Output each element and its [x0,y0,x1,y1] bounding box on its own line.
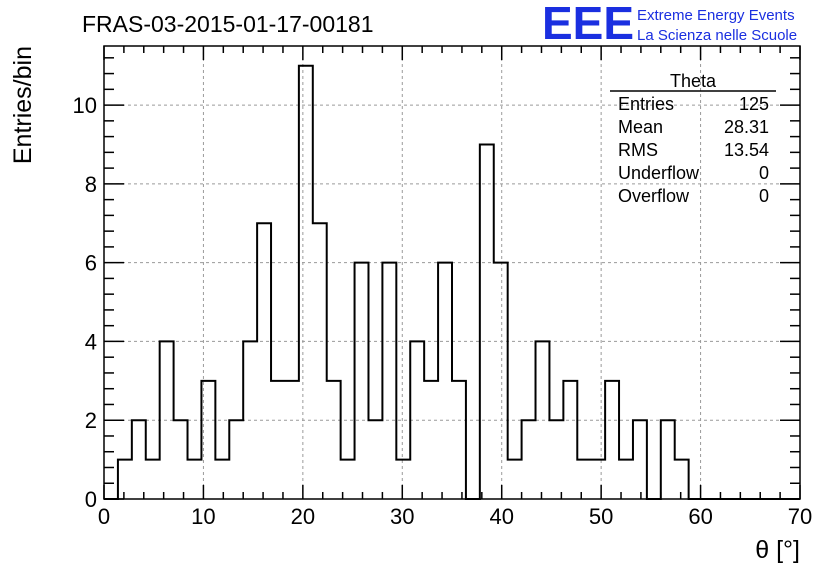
stats-overflow-value: 0 [759,186,769,206]
chart-title: FRAS-03-2015-01-17-00181 [82,11,374,37]
logo-line-2: La Scienza nelle Scuole [637,27,797,44]
x-tick-label: 50 [589,504,613,529]
y-tick-label: 8 [85,172,97,197]
stats-mean-label: Mean [618,117,663,137]
stats-rms-value: 13.54 [724,140,769,160]
x-axis-label: θ [°] [755,536,800,564]
stats-entries-label: Entries [618,94,674,114]
stats-rms-label: RMS [618,140,658,160]
x-tick-label: 0 [98,504,110,529]
x-tick-label: 70 [788,504,812,529]
x-tick-label: 60 [688,504,712,529]
stats-underflow-label: Underflow [618,163,700,183]
logo-mark: EEE [542,0,634,49]
stats-title: Theta [670,71,717,91]
x-tick-label: 30 [390,504,414,529]
stats-mean-value: 28.31 [724,117,769,137]
x-tick-label: 20 [291,504,315,529]
x-tick-label: 40 [489,504,513,529]
y-tick-label: 6 [85,251,97,276]
stats-overflow-label: Overflow [618,186,690,206]
y-tick-label: 2 [85,408,97,433]
stats-entries-value: 125 [739,94,769,114]
stats-underflow-value: 0 [759,163,769,183]
y-tick-label: 10 [73,93,97,118]
y-axis-label: Entries/bin [9,46,37,164]
y-tick-label: 4 [85,329,97,354]
y-tick-label: 0 [85,487,97,512]
x-tick-label: 10 [191,504,215,529]
logo-line-1: Extreme Energy Events [637,7,795,24]
